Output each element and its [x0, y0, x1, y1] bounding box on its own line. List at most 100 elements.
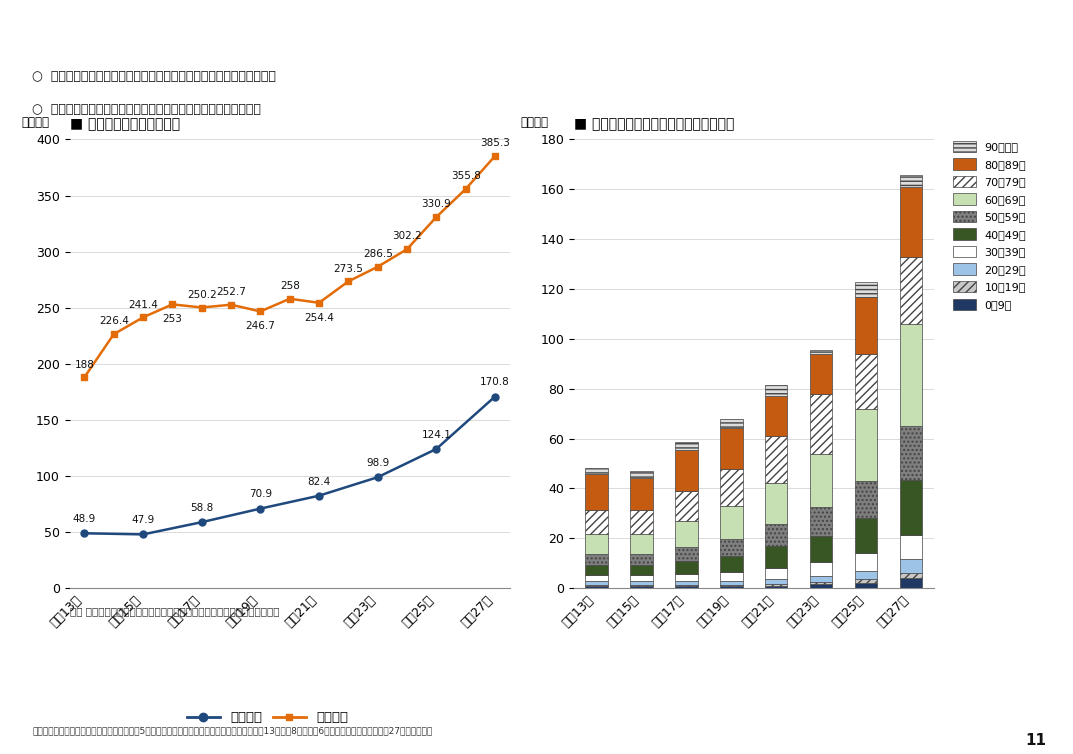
Bar [765, 524, 788, 547]
Bar [765, 483, 788, 524]
Bar [675, 574, 697, 581]
Bar [630, 586, 652, 588]
Bar [810, 507, 833, 536]
Bar [585, 586, 607, 588]
Bar [720, 428, 743, 469]
Bar [855, 281, 878, 296]
Text: ○  医療保険、介護保険ともに、訪問看護の利用者数は増加している。: ○ 医療保険、介護保険ともに、訪問看護の利用者数は増加している。 [32, 71, 276, 84]
Bar [855, 296, 878, 354]
Bar [585, 585, 607, 586]
Bar [810, 354, 833, 394]
Bar [720, 585, 743, 586]
Text: 124.1: 124.1 [422, 430, 452, 440]
Bar [855, 579, 878, 583]
Bar [765, 579, 788, 584]
Text: ■ 訪問看護利用者数の推移: ■ 訪問看護利用者数の推移 [70, 118, 180, 131]
Bar [855, 583, 878, 588]
Bar [810, 454, 833, 507]
Text: 注） 介護保険の利用者数には、病院・診療所からの利用者数も含まれる。: 注） 介護保険の利用者数には、病院・診療所からの利用者数も含まれる。 [70, 606, 279, 617]
Bar [585, 474, 607, 510]
Bar [675, 547, 697, 561]
Text: 385.3: 385.3 [480, 138, 510, 149]
Text: 302.2: 302.2 [392, 231, 422, 241]
Text: 58.8: 58.8 [190, 503, 214, 513]
Text: 出典：介護保険：介護給付費実態調査（各年5月審査分）、医療保険：保険局医療課調べ（平成13年のみ8月、他は6月審査分より推計）（平成27年は暫定値）: 出典：介護保険：介護給付費実態調査（各年5月審査分）、医療保険：保険局医療課調べ… [32, 726, 432, 735]
Bar [810, 575, 833, 582]
Bar [720, 572, 743, 581]
Text: 70.9: 70.9 [249, 489, 271, 499]
Bar [765, 568, 788, 579]
Bar [585, 565, 607, 575]
Bar [855, 571, 878, 579]
Bar [675, 443, 697, 450]
Bar [810, 536, 833, 562]
Text: 252.7: 252.7 [216, 287, 246, 297]
Text: 48.9: 48.9 [73, 514, 97, 524]
Bar [675, 585, 697, 586]
Legend: 医療保険, 介護保険: 医療保険, 介護保険 [181, 706, 354, 730]
Bar [630, 553, 652, 565]
Text: （千人）: （千人） [21, 116, 49, 129]
Text: 330.9: 330.9 [422, 199, 452, 210]
Bar [675, 521, 697, 547]
Bar [630, 534, 652, 553]
Text: 訪問看護ステーションの利用者について: 訪問看護ステーションの利用者について [424, 17, 649, 37]
Bar [765, 396, 788, 436]
Bar [675, 581, 697, 585]
Bar [810, 582, 833, 584]
Bar [900, 256, 923, 324]
Text: 188: 188 [74, 360, 94, 369]
Text: 355.8: 355.8 [451, 171, 481, 182]
Text: 47.9: 47.9 [131, 515, 155, 526]
Bar [630, 575, 652, 581]
Bar [675, 561, 697, 574]
Text: ■ 医療保険の年齢階級別利用者数の推移: ■ 医療保険の年齢階級別利用者数の推移 [574, 118, 734, 131]
Bar [810, 394, 833, 454]
Bar [585, 553, 607, 565]
Bar [900, 573, 923, 578]
Bar [630, 510, 652, 534]
Bar [585, 575, 607, 581]
Bar [765, 547, 788, 568]
Bar [900, 535, 923, 559]
Bar [675, 586, 697, 588]
Bar [720, 586, 743, 588]
Bar [630, 585, 652, 586]
Bar [855, 553, 878, 571]
Bar [720, 539, 743, 556]
Bar [900, 324, 923, 426]
Bar [855, 518, 878, 553]
Text: 253: 253 [162, 314, 182, 324]
Bar [855, 481, 878, 518]
Bar [675, 450, 697, 492]
Bar [765, 586, 788, 588]
Bar [900, 480, 923, 535]
Bar [630, 565, 652, 575]
Bar [810, 350, 833, 354]
Legend: 90歳以上, 80〜89歳, 70〜79歳, 60〜69歳, 50〜59歳, 40〜49歳, 30〜39歳, 20〜29歳, 10〜19歳, 0〜9歳: 90歳以上, 80〜89歳, 70〜79歳, 60〜69歳, 50〜59歳, 4… [954, 140, 1026, 310]
Bar [720, 418, 743, 428]
Text: 250.2: 250.2 [187, 290, 217, 300]
Bar [585, 581, 607, 585]
Bar [585, 534, 607, 553]
Bar [765, 584, 788, 586]
Text: （千人）: （千人） [520, 116, 548, 129]
Text: 82.4: 82.4 [307, 477, 330, 486]
Text: 273.5: 273.5 [334, 264, 364, 274]
Text: 258: 258 [280, 281, 299, 291]
Bar [900, 426, 923, 480]
Bar [630, 478, 652, 510]
Bar [765, 436, 788, 483]
Text: 170.8: 170.8 [480, 378, 510, 388]
Bar [720, 556, 743, 572]
Bar [855, 354, 878, 409]
Text: 226.4: 226.4 [99, 317, 129, 326]
Text: 11: 11 [1025, 733, 1046, 748]
Bar [765, 385, 788, 396]
Bar [720, 507, 743, 539]
Bar [585, 510, 607, 534]
Bar [675, 492, 697, 521]
Bar [900, 187, 923, 256]
Text: 241.4: 241.4 [128, 299, 158, 310]
Bar [900, 578, 923, 588]
